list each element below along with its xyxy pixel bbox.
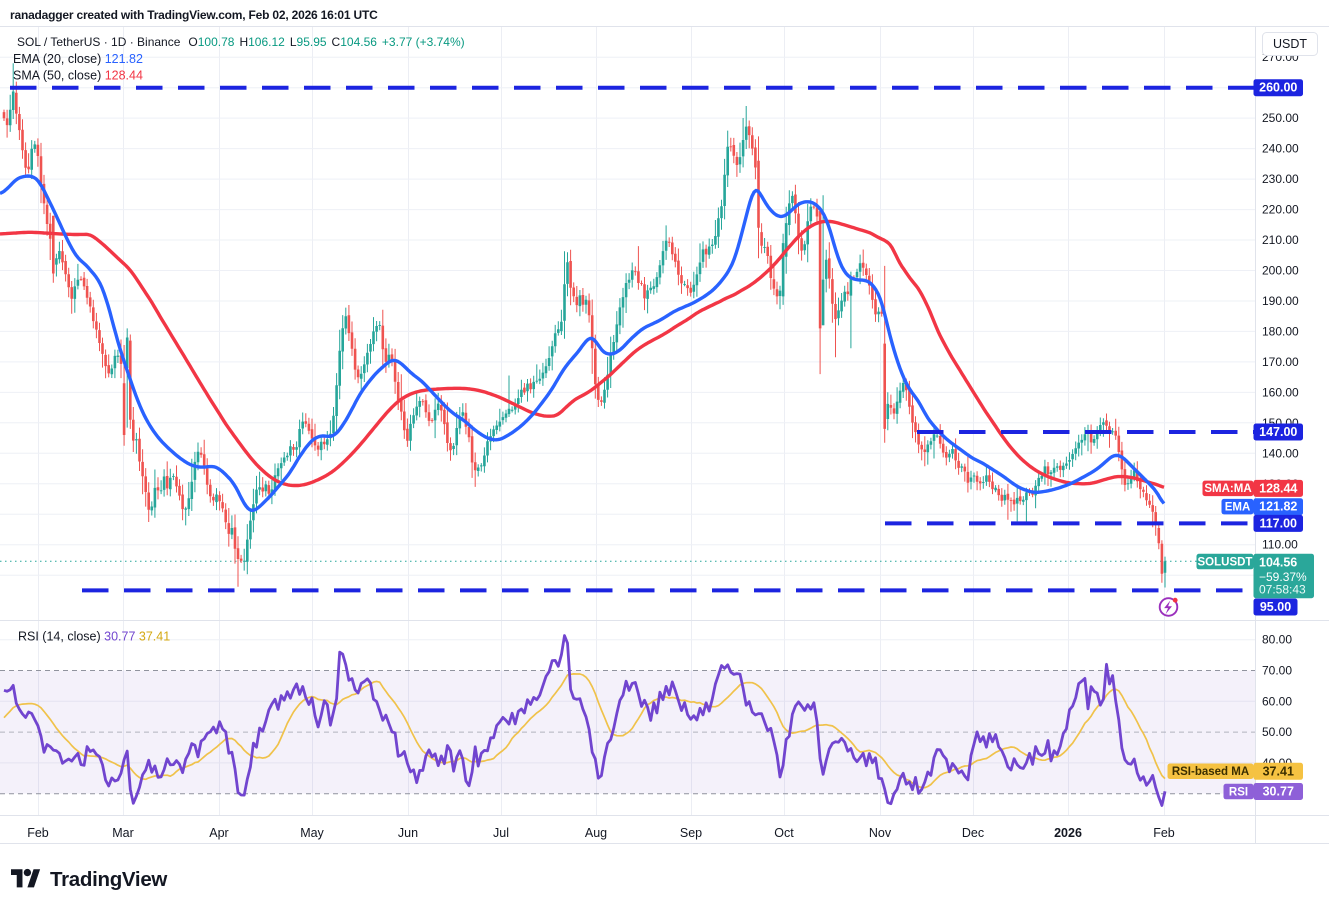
- svg-text:Mar: Mar: [112, 826, 134, 840]
- svg-text:260.00: 260.00: [1259, 81, 1297, 95]
- svg-text:170.00: 170.00: [1262, 355, 1299, 369]
- svg-text:70.00: 70.00: [1262, 664, 1292, 678]
- svg-text:190.00: 190.00: [1262, 294, 1299, 308]
- svg-text:60.00: 60.00: [1262, 694, 1292, 708]
- svg-text:USDT: USDT: [1273, 37, 1307, 51]
- svg-text:95.00: 95.00: [1260, 600, 1291, 614]
- svg-text:2026: 2026: [1054, 826, 1082, 840]
- svg-text:RSI (14, close) 30.77 37.41: RSI (14, close) 30.77 37.41: [18, 630, 170, 644]
- svg-text:250.00: 250.00: [1262, 111, 1299, 125]
- svg-text:Jul: Jul: [493, 826, 509, 840]
- svg-text:SMA (50, close) 128.44: SMA (50, close) 128.44: [13, 69, 143, 83]
- svg-text:Feb: Feb: [1153, 826, 1175, 840]
- svg-text:−59.37%: −59.37%: [1259, 570, 1307, 584]
- svg-text:Feb: Feb: [27, 826, 49, 840]
- svg-text:EMA (20, close) 121.82: EMA (20, close) 121.82: [13, 52, 143, 66]
- svg-text:110.00: 110.00: [1262, 538, 1298, 552]
- svg-text:SOLUSDT: SOLUSDT: [1198, 556, 1253, 568]
- svg-text:80.00: 80.00: [1262, 633, 1292, 647]
- svg-text:147.00: 147.00: [1259, 425, 1297, 439]
- svg-text:07:58:43: 07:58:43: [1259, 583, 1306, 597]
- svg-text:200.00: 200.00: [1262, 264, 1299, 278]
- svg-text:180.00: 180.00: [1262, 324, 1299, 338]
- svg-text:128.44: 128.44: [1259, 481, 1297, 495]
- svg-text:Nov: Nov: [869, 826, 892, 840]
- svg-text:EMA: EMA: [1225, 502, 1251, 514]
- svg-text:50.00: 50.00: [1262, 725, 1292, 739]
- svg-text:104.56: 104.56: [1259, 556, 1297, 570]
- svg-text:May: May: [300, 826, 324, 840]
- svg-text:230.00: 230.00: [1262, 172, 1299, 186]
- svg-text:Oct: Oct: [774, 826, 794, 840]
- svg-text:160.00: 160.00: [1262, 385, 1299, 399]
- svg-text:210.00: 210.00: [1262, 233, 1299, 247]
- svg-text:Sep: Sep: [680, 826, 702, 840]
- svg-text:30.77: 30.77: [1263, 785, 1294, 799]
- svg-text:220.00: 220.00: [1262, 203, 1299, 217]
- svg-text:140.00: 140.00: [1262, 446, 1299, 460]
- svg-text:RSI-based MA: RSI-based MA: [1172, 766, 1249, 778]
- svg-text:TradingView: TradingView: [50, 868, 167, 891]
- svg-text:37.41: 37.41: [1263, 764, 1294, 778]
- svg-text:Aug: Aug: [585, 826, 607, 840]
- svg-text:Jun: Jun: [398, 826, 418, 840]
- svg-text:117.00: 117.00: [1259, 516, 1297, 530]
- svg-text:121.82: 121.82: [1259, 500, 1297, 514]
- svg-text:Dec: Dec: [962, 826, 984, 840]
- svg-text:ranadagger created with Tradin: ranadagger created with TradingView.com,…: [10, 8, 378, 22]
- svg-text:SMA:MA: SMA:MA: [1204, 483, 1251, 495]
- svg-text:240.00: 240.00: [1262, 142, 1299, 156]
- svg-text:Apr: Apr: [209, 826, 228, 840]
- svg-text:RSI: RSI: [1229, 786, 1248, 798]
